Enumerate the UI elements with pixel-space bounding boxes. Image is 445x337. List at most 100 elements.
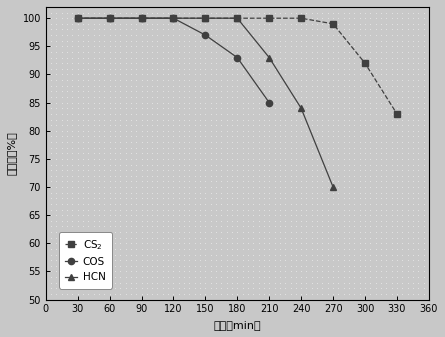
Point	[228, 105, 235, 111]
Point	[58, 241, 65, 246]
Point	[308, 38, 316, 43]
Point	[197, 27, 204, 32]
Point	[356, 179, 363, 184]
Point	[393, 100, 400, 105]
Point	[191, 213, 198, 218]
Point	[420, 27, 427, 32]
Point	[42, 78, 49, 83]
Point	[175, 162, 182, 167]
Point	[239, 117, 246, 122]
Point	[74, 72, 81, 77]
Point	[95, 167, 102, 173]
Point	[335, 179, 342, 184]
Point	[53, 61, 60, 66]
Point	[319, 32, 326, 38]
Point	[197, 100, 204, 105]
Point	[53, 167, 60, 173]
Point	[404, 21, 411, 27]
Point	[399, 235, 406, 240]
Point	[340, 139, 347, 145]
Point	[282, 263, 289, 269]
Point	[409, 291, 417, 297]
Point	[48, 162, 55, 167]
Point	[181, 72, 188, 77]
Point	[154, 246, 161, 252]
Point	[181, 78, 188, 83]
Point	[361, 156, 368, 162]
Point	[287, 128, 294, 133]
Point	[48, 16, 55, 21]
Point	[377, 291, 384, 297]
HCN	[139, 16, 144, 20]
Point	[197, 213, 204, 218]
Point	[58, 66, 65, 71]
Point	[133, 32, 140, 38]
Point	[404, 16, 411, 21]
Point	[335, 213, 342, 218]
Point	[106, 134, 113, 139]
Point	[234, 83, 241, 88]
Point	[90, 190, 97, 195]
Point	[207, 235, 214, 240]
Point	[101, 72, 108, 77]
Point	[383, 195, 390, 201]
Point	[133, 173, 140, 179]
Point	[212, 218, 219, 223]
Point	[367, 128, 374, 133]
Point	[282, 252, 289, 257]
Point	[95, 269, 102, 274]
Point	[228, 44, 235, 49]
Point	[101, 32, 108, 38]
Point	[415, 252, 422, 257]
Point	[255, 297, 262, 302]
Point	[255, 162, 262, 167]
Point	[228, 246, 235, 252]
Point	[308, 224, 316, 229]
Point	[250, 134, 257, 139]
Point	[282, 100, 289, 105]
Point	[111, 207, 118, 212]
Point	[69, 89, 76, 94]
Point	[191, 252, 198, 257]
Point	[345, 27, 352, 32]
Point	[127, 27, 134, 32]
Point	[106, 246, 113, 252]
Point	[186, 55, 193, 60]
Point	[74, 201, 81, 207]
Point	[425, 145, 433, 150]
Point	[143, 252, 150, 257]
Point	[165, 179, 172, 184]
Point	[276, 122, 283, 128]
Point	[218, 89, 225, 94]
Point	[409, 190, 417, 195]
Point	[244, 49, 251, 55]
Point	[244, 117, 251, 122]
Point	[48, 280, 55, 285]
Point	[324, 44, 332, 49]
Point	[361, 16, 368, 21]
Point	[149, 162, 156, 167]
Point	[377, 117, 384, 122]
Point	[330, 72, 337, 77]
Point	[127, 32, 134, 38]
Point	[282, 145, 289, 150]
Point	[314, 145, 321, 150]
Point	[64, 190, 71, 195]
Point	[85, 173, 92, 179]
Point	[186, 257, 193, 263]
Point	[101, 162, 108, 167]
Point	[133, 297, 140, 302]
Point	[42, 167, 49, 173]
Point	[260, 100, 267, 105]
Point	[223, 55, 230, 60]
Point	[330, 16, 337, 21]
Point	[319, 134, 326, 139]
Point	[340, 111, 347, 117]
Point	[111, 286, 118, 291]
Point	[202, 49, 209, 55]
Point	[314, 72, 321, 77]
Point	[48, 32, 55, 38]
Point	[69, 139, 76, 145]
Point	[106, 195, 113, 201]
Point	[340, 280, 347, 285]
